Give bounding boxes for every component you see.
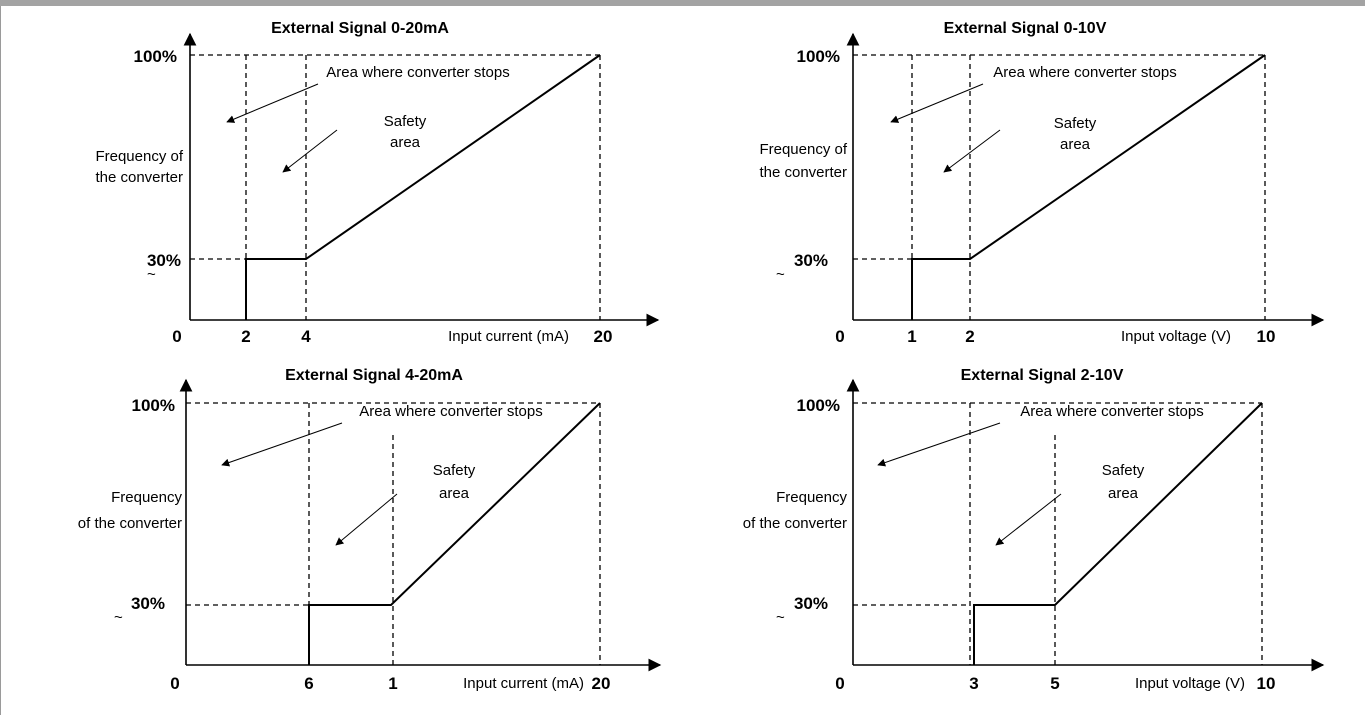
x-axis-label: Input current (mA) bbox=[463, 675, 584, 692]
chart-title: External Signal 2-10V bbox=[961, 367, 1124, 384]
frequency-curve bbox=[911, 54, 1266, 320]
stop-area-label: Area where converter stops bbox=[1020, 403, 1203, 420]
chart-panel-0-20ma: External Signal 0-20mA Area where conver… bbox=[0, 0, 680, 350]
x-tick-b: 1 bbox=[388, 674, 397, 693]
tilde-mark: ~ bbox=[147, 266, 156, 283]
chart-title: External Signal 4-20mA bbox=[285, 367, 463, 384]
top-bar bbox=[0, 0, 1365, 6]
y-tick-100: 100% bbox=[797, 396, 840, 415]
y-tick-30: 30% bbox=[131, 594, 165, 613]
y-axis-label-1: Frequency of bbox=[95, 148, 183, 165]
safety-label-1: Safety bbox=[1102, 462, 1145, 479]
y-tick-100: 100% bbox=[132, 396, 175, 415]
safety-area-arrow bbox=[995, 493, 1062, 546]
safety-label-1: Safety bbox=[433, 462, 476, 479]
tilde-mark: ~ bbox=[776, 266, 785, 283]
y-axis-label-2: the converter bbox=[95, 169, 183, 186]
stop-area-arrow bbox=[890, 83, 984, 123]
y-axis-label-1: Frequency of bbox=[759, 141, 847, 158]
y-tick-30: 30% bbox=[794, 594, 828, 613]
x-axis-label: Input current (mA) bbox=[448, 328, 569, 345]
x-tick-a: 3 bbox=[969, 674, 978, 693]
frequency-curve bbox=[308, 402, 601, 665]
chart-panel-2-10v: External Signal 2-10V Area where convert… bbox=[665, 350, 1345, 700]
x-tick-origin: 0 bbox=[172, 327, 181, 346]
safety-area-arrow bbox=[943, 129, 1001, 173]
safety-label-2: area bbox=[439, 485, 470, 502]
y-tick-100: 100% bbox=[797, 47, 840, 66]
chart-title: External Signal 0-10V bbox=[944, 20, 1107, 37]
x-tick-end: 20 bbox=[592, 674, 611, 693]
y-tick-30: 30% bbox=[147, 251, 181, 270]
x-tick-b: 2 bbox=[965, 327, 974, 346]
x-tick-origin: 0 bbox=[170, 674, 179, 693]
x-tick-origin: 0 bbox=[835, 327, 844, 346]
tilde-mark: ~ bbox=[114, 609, 123, 626]
x-tick-end: 10 bbox=[1257, 674, 1276, 693]
safety-label-1: Safety bbox=[384, 113, 427, 130]
left-border bbox=[0, 6, 1, 715]
y-axis-label-2: of the converter bbox=[78, 515, 182, 532]
frequency-curve bbox=[973, 402, 1263, 665]
x-tick-end: 20 bbox=[594, 327, 613, 346]
y-tick-100: 100% bbox=[134, 47, 177, 66]
x-axis-label: Input voltage (V) bbox=[1135, 675, 1245, 692]
safety-area-arrow bbox=[335, 493, 398, 546]
y-axis-label-1: Frequency bbox=[776, 489, 847, 506]
y-axis-label-2: of the converter bbox=[743, 515, 847, 532]
x-tick-a: 1 bbox=[907, 327, 916, 346]
safety-label-2: area bbox=[1060, 136, 1091, 153]
safety-label-1: Safety bbox=[1054, 115, 1097, 132]
safety-area-arrow bbox=[282, 129, 338, 173]
x-tick-end: 10 bbox=[1257, 327, 1276, 346]
stop-area-label: Area where converter stops bbox=[326, 64, 509, 81]
frequency-curve bbox=[245, 54, 601, 320]
stop-area-label: Area where converter stops bbox=[993, 64, 1176, 81]
stop-area-label: Area where converter stops bbox=[359, 403, 542, 420]
x-tick-b: 4 bbox=[301, 327, 311, 346]
chart-panel-0-10v: External Signal 0-10V Area where convert… bbox=[665, 0, 1345, 350]
x-tick-a: 2 bbox=[241, 327, 250, 346]
safety-label-2: area bbox=[1108, 485, 1139, 502]
x-tick-origin: 0 bbox=[835, 674, 844, 693]
safety-label-2: area bbox=[390, 134, 421, 151]
x-tick-a: 6 bbox=[304, 674, 313, 693]
stop-area-arrow bbox=[877, 422, 1001, 467]
chart-panel-4-20ma: External Signal 4-20mA Area where conver… bbox=[0, 350, 680, 700]
y-axis-label-2: the converter bbox=[759, 164, 847, 181]
y-axis-label-1: Frequency bbox=[111, 489, 182, 506]
chart-title: External Signal 0-20mA bbox=[271, 20, 449, 37]
x-axis-label: Input voltage (V) bbox=[1121, 328, 1231, 345]
x-tick-b: 5 bbox=[1050, 674, 1059, 693]
stop-area-arrow bbox=[226, 83, 319, 123]
y-tick-30: 30% bbox=[794, 251, 828, 270]
tilde-mark: ~ bbox=[776, 609, 785, 626]
stop-area-arrow bbox=[221, 422, 343, 467]
